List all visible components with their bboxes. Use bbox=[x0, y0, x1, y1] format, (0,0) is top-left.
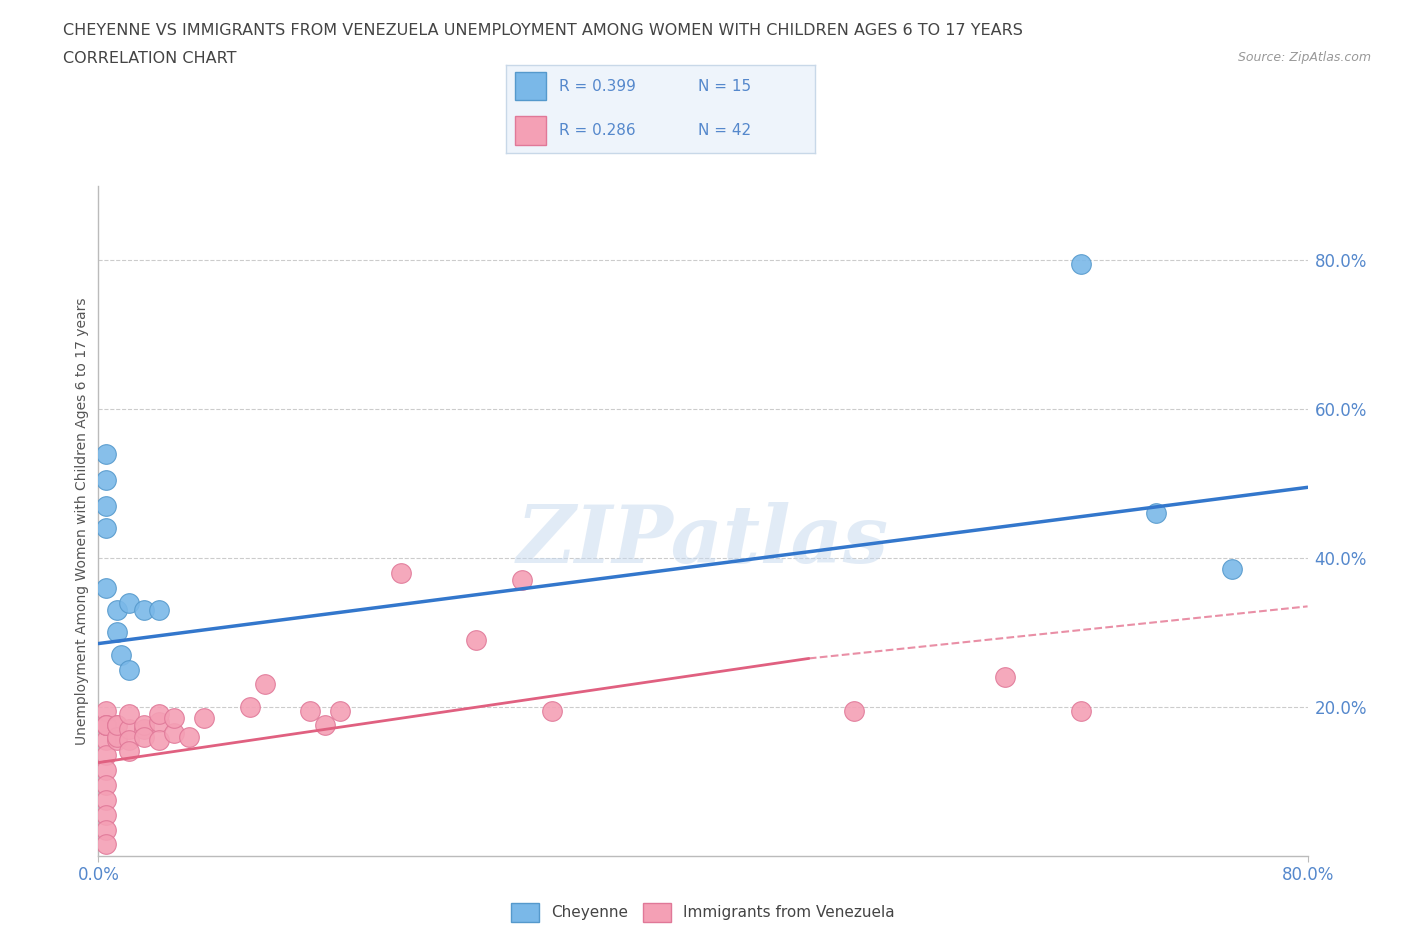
Point bbox=[1220, 562, 1243, 577]
Point bbox=[105, 733, 128, 748]
Point bbox=[1070, 257, 1092, 272]
Point bbox=[118, 733, 141, 748]
Point bbox=[105, 603, 128, 618]
Point bbox=[94, 763, 117, 777]
Text: ZIPatlas: ZIPatlas bbox=[517, 502, 889, 579]
Point bbox=[148, 733, 170, 748]
Legend: Cheyenne, Immigrants from Venezuela: Cheyenne, Immigrants from Venezuela bbox=[505, 897, 901, 928]
Point bbox=[994, 670, 1017, 684]
Point bbox=[94, 748, 117, 763]
Point bbox=[314, 718, 336, 733]
Text: CORRELATION CHART: CORRELATION CHART bbox=[63, 51, 236, 66]
Text: N = 15: N = 15 bbox=[697, 79, 751, 94]
Point bbox=[148, 707, 170, 722]
Point bbox=[94, 521, 117, 536]
Point bbox=[94, 777, 117, 792]
Point bbox=[94, 807, 117, 822]
Point bbox=[179, 729, 201, 744]
Point bbox=[389, 565, 412, 580]
Point bbox=[94, 733, 117, 748]
Point bbox=[94, 792, 117, 807]
Point bbox=[94, 703, 117, 718]
Point bbox=[510, 573, 533, 588]
Text: R = 0.286: R = 0.286 bbox=[558, 123, 636, 138]
Point bbox=[148, 714, 170, 729]
Point bbox=[94, 718, 117, 733]
Point bbox=[110, 647, 132, 662]
Point bbox=[94, 580, 117, 595]
Point bbox=[193, 711, 215, 725]
Point bbox=[253, 677, 276, 692]
Point bbox=[94, 446, 117, 461]
Point bbox=[94, 472, 117, 487]
Point bbox=[132, 722, 155, 737]
Point bbox=[105, 718, 128, 733]
Text: N = 42: N = 42 bbox=[697, 123, 751, 138]
Point bbox=[118, 595, 141, 610]
Text: Source: ZipAtlas.com: Source: ZipAtlas.com bbox=[1237, 51, 1371, 64]
Point bbox=[163, 725, 186, 740]
Point bbox=[118, 707, 141, 722]
Y-axis label: Unemployment Among Women with Children Ages 6 to 17 years: Unemployment Among Women with Children A… bbox=[76, 297, 90, 745]
Bar bbox=[516, 116, 547, 145]
Point bbox=[148, 603, 170, 618]
Point bbox=[118, 662, 141, 677]
Point bbox=[118, 722, 141, 737]
Point bbox=[1144, 506, 1167, 521]
Text: R = 0.399: R = 0.399 bbox=[558, 79, 636, 94]
Point bbox=[132, 603, 155, 618]
Point bbox=[94, 718, 117, 733]
Point bbox=[94, 498, 117, 513]
Point bbox=[239, 699, 262, 714]
Point bbox=[94, 718, 117, 733]
Point bbox=[105, 625, 128, 640]
Point bbox=[94, 822, 117, 837]
Point bbox=[132, 718, 155, 733]
Point bbox=[105, 729, 128, 744]
Point bbox=[844, 703, 866, 718]
Point bbox=[1070, 703, 1092, 718]
Point bbox=[329, 703, 352, 718]
Text: CHEYENNE VS IMMIGRANTS FROM VENEZUELA UNEMPLOYMENT AMONG WOMEN WITH CHILDREN AGE: CHEYENNE VS IMMIGRANTS FROM VENEZUELA UN… bbox=[63, 23, 1024, 38]
Bar bbox=[516, 73, 547, 100]
Point bbox=[540, 703, 562, 718]
Point bbox=[94, 837, 117, 852]
Point bbox=[132, 729, 155, 744]
Point bbox=[118, 744, 141, 759]
Point bbox=[163, 711, 186, 725]
Point bbox=[105, 718, 128, 733]
Point bbox=[299, 703, 322, 718]
Point bbox=[465, 632, 488, 647]
